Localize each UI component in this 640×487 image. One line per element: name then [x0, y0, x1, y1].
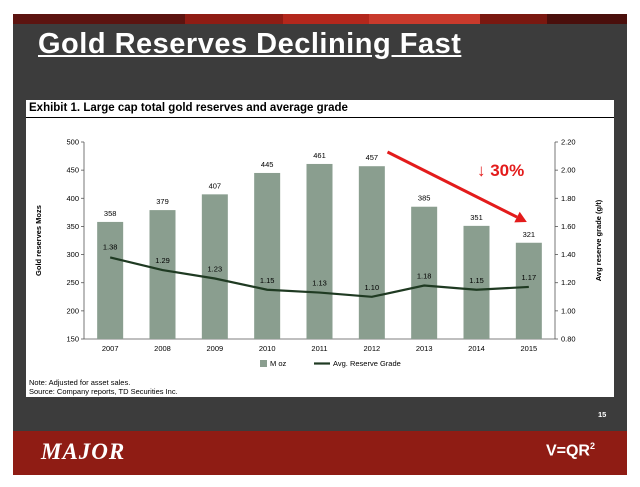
decline-arrow-line — [386, 150, 518, 219]
grade-value-label: 1.13 — [312, 279, 327, 288]
x-tick-label: 2015 — [520, 344, 537, 353]
slide-title: Gold Reserves Declining Fast — [38, 28, 462, 60]
bar-2010 — [254, 172, 281, 339]
grade-value-label: 1.38 — [103, 242, 118, 251]
exhibit-title-rule — [26, 117, 614, 118]
legend-swatch-bars — [260, 360, 267, 367]
left-tick-label: 150 — [66, 335, 79, 344]
grade-value-label: 1.15 — [260, 276, 275, 285]
bar-2013 — [411, 206, 438, 339]
chart-source: Source: Company reports, TD Securities I… — [29, 387, 178, 396]
right-tick-label: 1.60 — [561, 222, 576, 231]
reserves-chart: 150 200 250 300 350 400 450 500 0.80 1.00 1.20 1.40… — [34, 138, 603, 369]
y2-axis-title: Avg reserve grade (g/t) — [594, 199, 603, 281]
left-tick-label: 300 — [66, 250, 79, 259]
bar-2014 — [463, 225, 490, 339]
grade-value-label: 1.29 — [155, 256, 170, 265]
bar-2012 — [358, 166, 385, 339]
grade-value-label: 1.23 — [208, 264, 223, 273]
left-tick-label: 250 — [66, 278, 79, 287]
bar-value-label: 445 — [261, 160, 274, 169]
bar-value-label: 351 — [470, 213, 483, 222]
x-tick-label: 2012 — [363, 344, 380, 353]
bar-value-label: 385 — [418, 194, 431, 203]
legend-label-bars: M oz — [270, 359, 287, 368]
major-logo: MAJOR — [41, 439, 126, 464]
vqr-logo: V=QR2 — [546, 441, 595, 460]
vqr-logo-sup: 2 — [589, 441, 595, 451]
footer-bar: MAJOR V=QR2 — [13, 431, 627, 475]
exhibit-title: Exhibit 1. Large cap total gold reserves… — [29, 102, 348, 114]
x-tick-label: 2011 — [311, 344, 327, 353]
bar-2009 — [201, 194, 228, 339]
x-tick-label: 2008 — [154, 344, 171, 353]
legend-label-line: Avg. Reserve Grade — [333, 359, 401, 368]
right-tick-label: 0.80 — [561, 335, 576, 344]
left-tick-label: 350 — [66, 222, 79, 231]
chart-note: Note: Adjusted for asset sales. — [29, 378, 131, 387]
bar-2011 — [306, 163, 333, 339]
decline-arrow-head — [514, 211, 527, 223]
left-tick-label: 200 — [66, 306, 79, 315]
grade-value-label: 1.10 — [365, 283, 380, 292]
bar-value-label: 407 — [209, 181, 222, 190]
grade-value-label: 1.15 — [469, 276, 484, 285]
right-tick-label: 1.00 — [561, 306, 576, 315]
right-tick-label: 2.00 — [561, 166, 576, 175]
bar-value-label: 379 — [156, 197, 169, 206]
bar-value-label: 461 — [313, 151, 326, 160]
x-tick-label: 2013 — [416, 344, 433, 353]
bar-2008 — [149, 210, 176, 339]
slide-number: 15 — [598, 410, 607, 419]
right-tick-label: 2.20 — [561, 138, 576, 147]
bar-value-label: 358 — [104, 209, 117, 218]
grade-value-label: 1.18 — [417, 272, 432, 281]
bar-value-label: 321 — [523, 230, 536, 239]
vqr-logo-text: V=QR — [545, 442, 590, 460]
x-tick-label: 2009 — [206, 344, 223, 353]
left-tick-label: 500 — [66, 138, 79, 147]
grade-value-label: 1.17 — [522, 273, 537, 282]
right-tick-label: 1.80 — [561, 194, 576, 203]
right-tick-label: 1.40 — [561, 250, 576, 259]
slide: Gold Reserves Declining Fast Exhibit 1. … — [13, 14, 627, 475]
top-color-bar — [13, 14, 627, 24]
x-tick-label: 2007 — [102, 344, 119, 353]
y-axis-title: Gold reserves Mozs — [34, 205, 43, 276]
left-tick-label: 400 — [66, 194, 79, 203]
decline-annotation: ↓ 30% — [477, 161, 524, 180]
right-tick-label: 1.20 — [561, 278, 576, 287]
grade-line — [109, 256, 529, 298]
exhibit-panel: Exhibit 1. Large cap total gold reserves… — [26, 100, 614, 397]
bar-2007 — [97, 221, 124, 339]
x-tick-label: 2014 — [468, 344, 485, 353]
left-tick-label: 450 — [66, 166, 79, 175]
x-tick-label: 2010 — [259, 344, 276, 353]
bar-2015 — [515, 242, 542, 339]
bar-value-label: 457 — [366, 153, 379, 162]
